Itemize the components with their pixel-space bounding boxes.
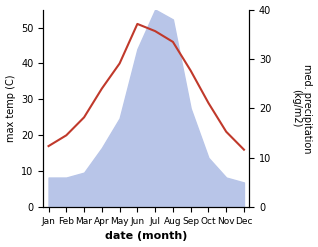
Y-axis label: max temp (C): max temp (C) — [5, 75, 16, 142]
Y-axis label: med. precipitation
(kg/m2): med. precipitation (kg/m2) — [291, 64, 313, 153]
X-axis label: date (month): date (month) — [105, 231, 187, 242]
